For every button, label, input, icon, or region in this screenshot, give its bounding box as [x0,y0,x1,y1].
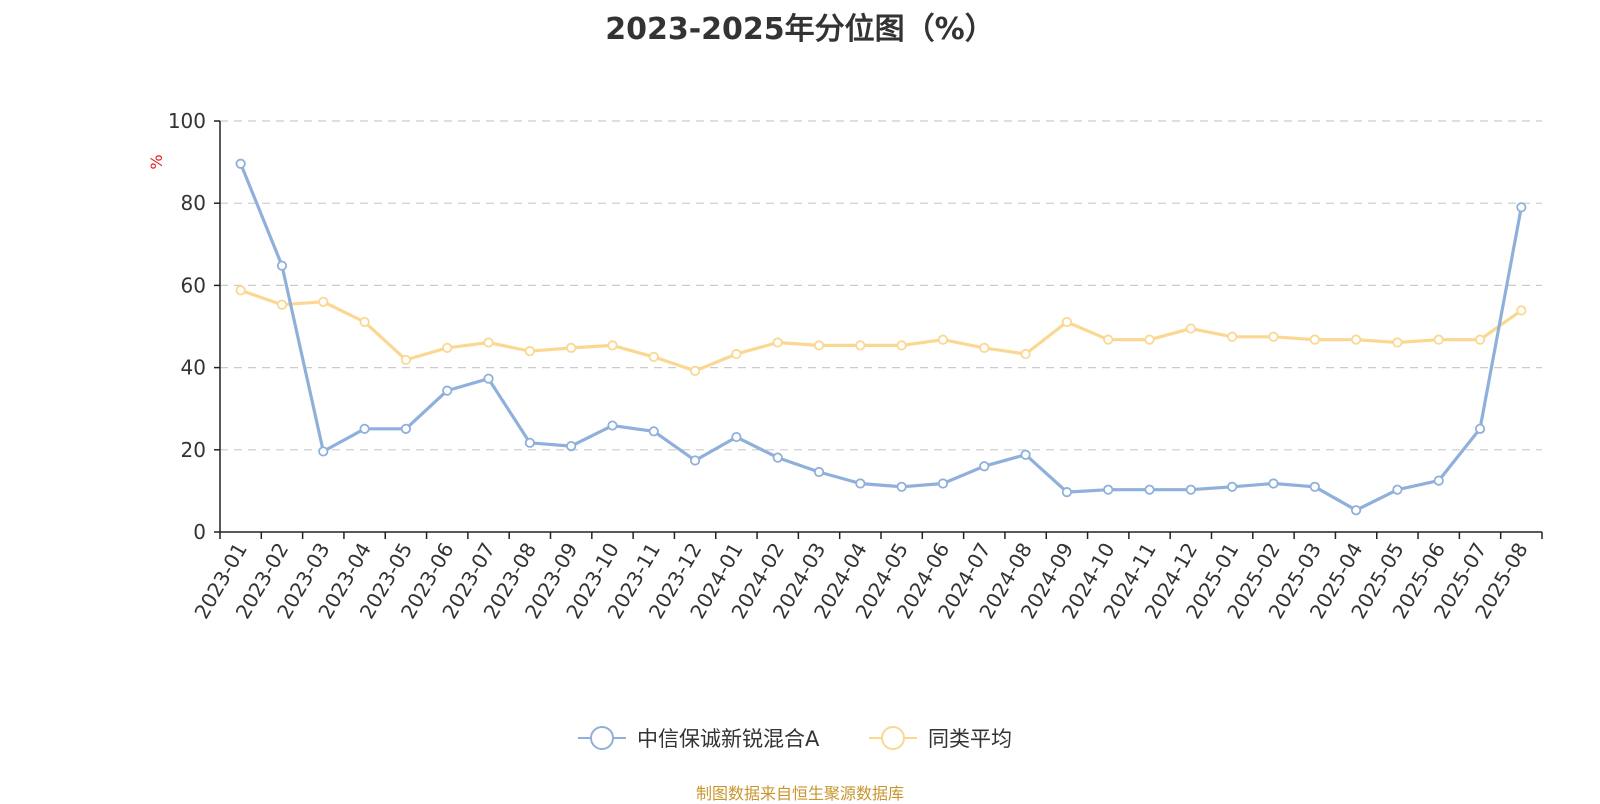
data-point [813,466,825,478]
data-point [855,340,866,351]
data-point [648,351,659,363]
legend-swatch-marker [590,726,614,750]
data-point [855,478,866,489]
data-point [1144,484,1155,495]
data-point [896,481,907,492]
data-point [1020,348,1031,360]
data-point [731,348,742,360]
y-tick-label: 100 [168,109,206,133]
data-point [731,431,742,443]
data-point [1516,202,1527,213]
data-point [1474,334,1486,345]
data-point [1433,475,1444,486]
data-point [937,478,949,489]
data-point [235,285,246,296]
legend-swatch-marker [881,726,905,750]
data-point [1433,334,1444,345]
data-point [400,423,412,434]
data-point [1516,305,1527,316]
data-point [524,437,535,448]
data-point [1392,484,1403,495]
data-point [276,260,288,271]
data-point [483,337,494,348]
data-point [772,337,783,348]
data-point [1185,323,1196,334]
data-point [1268,331,1279,342]
legend-label: 中信保诚新锐混合A [637,727,820,751]
data-point [359,316,370,328]
data-point [979,461,990,472]
data-source-footer: 制图数据来自恒生聚源数据库 [695,784,904,803]
data-point [896,340,907,351]
series-line-1 [240,288,1523,373]
data-point [1309,334,1320,345]
data-point [276,299,288,310]
y-tick-label: 80 [181,191,206,215]
chart-title: 2023-2025年分位图（%） [605,12,995,47]
data-point [1309,481,1320,492]
y-axis-label: % [147,154,166,169]
data-point [566,441,577,452]
y-tick-label: 60 [181,273,206,297]
series-lines [235,158,1527,516]
data-point [1061,316,1073,328]
data-point [607,340,618,351]
axes: 020406080100%2023-012023-022023-032023-0… [147,109,1543,623]
data-point [813,340,825,351]
y-tick-label: 0 [193,520,206,544]
data-point [318,446,329,457]
data-point [524,346,535,357]
data-point [648,426,659,437]
data-point [400,354,412,365]
data-point [442,342,453,353]
y-tick-label: 20 [181,438,206,462]
data-point [1144,334,1155,345]
data-point [1227,481,1238,492]
data-point [442,385,453,396]
data-point [1103,484,1114,495]
data-point [689,365,701,376]
data-point [566,342,577,353]
data-point [359,423,370,434]
data-point [1474,423,1486,434]
series-line-0 [239,163,1523,512]
data-point [1020,449,1031,460]
legend: 中信保诚新锐混合A 同类平均 [578,726,1012,751]
data-point [689,455,701,466]
data-point [607,420,618,431]
data-point [1061,487,1073,498]
data-point [937,334,949,345]
y-tick-label: 40 [181,356,206,380]
legend-label: 同类平均 [928,727,1012,751]
data-point [1350,334,1362,345]
data-point [1185,484,1196,495]
data-point [1350,505,1362,516]
data-point [1227,331,1238,342]
data-point [979,342,990,353]
data-point [772,452,783,463]
data-point [235,158,246,169]
data-point [1392,337,1403,348]
data-point [1103,334,1114,345]
data-point [318,296,329,307]
data-point [483,373,494,384]
data-point [1268,478,1279,489]
grid-lines [220,120,1542,451]
